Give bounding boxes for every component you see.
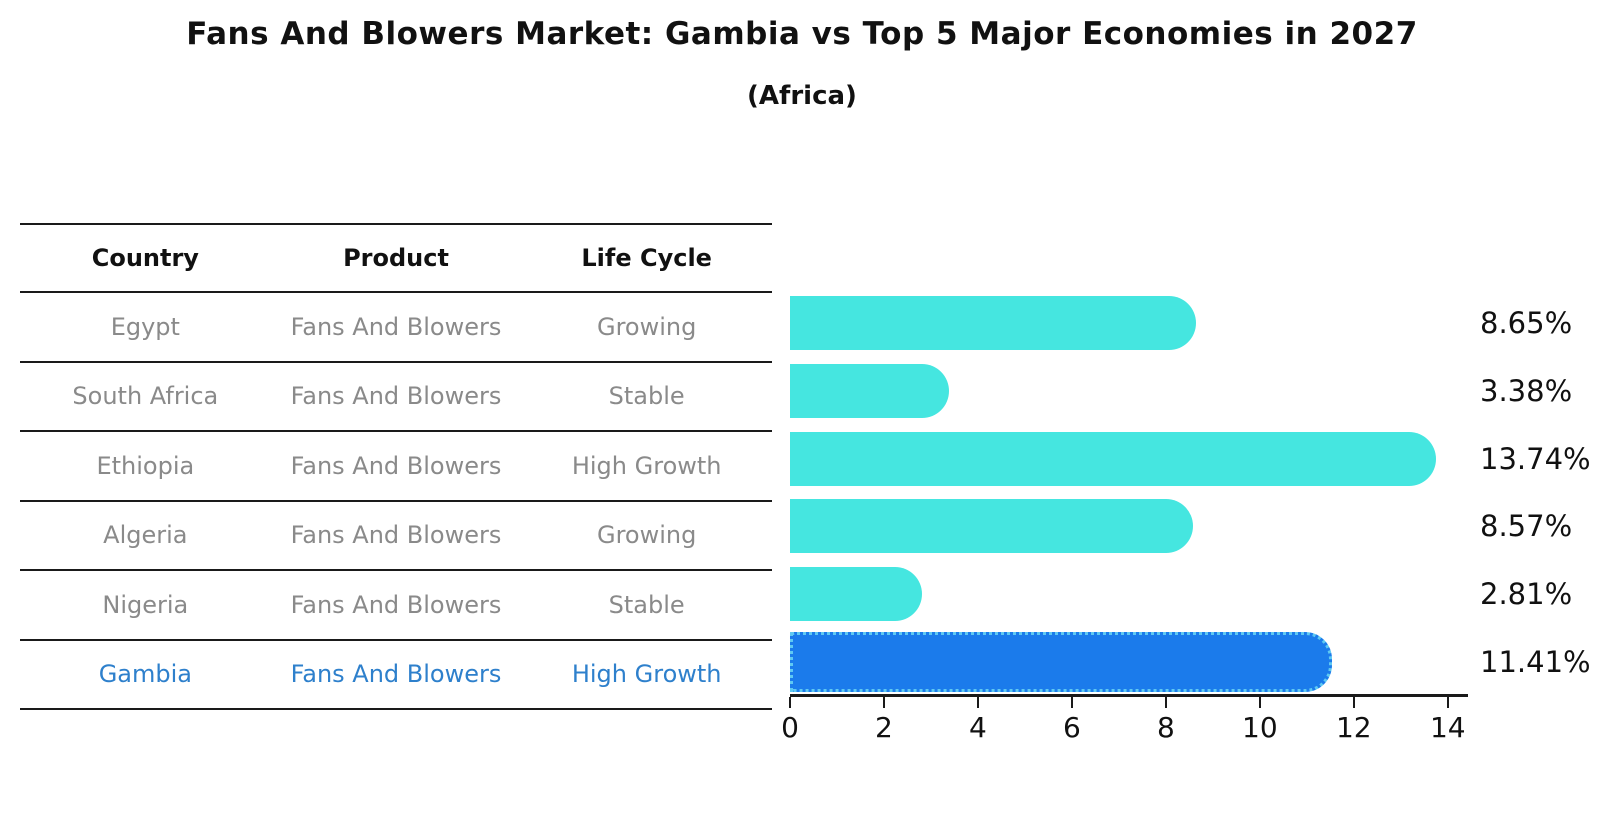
product-cell: Fans And Blowers — [290, 590, 502, 619]
x-axis-tick — [789, 697, 791, 708]
life-cycle-cell: High Growth — [571, 660, 722, 689]
bar-nigeria — [790, 567, 923, 622]
country-cell: Gambia — [98, 660, 192, 689]
bar-row: 13.74% — [790, 425, 1591, 493]
product-cell: Fans And Blowers — [290, 312, 502, 341]
product-cell: Fans And Blowers — [290, 660, 502, 689]
x-axis-tick-label: 12 — [1335, 711, 1372, 744]
product-cell: Fans And Blowers — [290, 451, 502, 480]
bar-egypt — [790, 295, 1197, 350]
bar-value-label: 13.74% — [1480, 441, 1591, 476]
life-cycle-cell: Stable — [608, 382, 685, 411]
x-axis-tick-label: 14 — [1429, 711, 1466, 744]
bar-value-label: 11.41% — [1480, 645, 1591, 680]
x-axis-tick-label: 4 — [969, 711, 987, 744]
bar-algeria — [790, 499, 1193, 554]
x-axis-tick-label: 0 — [781, 711, 799, 744]
bar-ethiopia — [790, 431, 1436, 486]
table-row-gambia: Gambia Fans And Blowers High Growth — [20, 638, 772, 709]
x-axis: 0 2 4 6 8 10 12 14 — [781, 694, 1468, 757]
x-axis-tick — [1352, 697, 1355, 708]
comparison-table: Country Product Life Cycle Egypt Fans An… — [20, 223, 772, 710]
life-cycle-cell: High Growth — [571, 451, 722, 480]
bar-row: 8.65% — [790, 289, 1572, 357]
bar-value-label: 3.38% — [1480, 373, 1573, 408]
bar-row: 2.81% — [790, 560, 1572, 628]
country-cell: Ethiopia — [96, 451, 195, 480]
country-cell: Algeria — [103, 521, 188, 550]
bar-value-label: 8.65% — [1480, 305, 1573, 340]
bar-south-africa — [790, 363, 949, 418]
table-row-egypt: Egypt Fans And Blowers Growing — [20, 291, 772, 361]
country-cell: Nigeria — [102, 590, 189, 619]
life-cycle-cell: Growing — [596, 312, 697, 341]
bar-row: 3.38% — [790, 357, 1572, 425]
table-row-nigeria: Nigeria Fans And Blowers Stable — [20, 569, 772, 639]
bar-row: 11.41% — [790, 628, 1591, 696]
header-life-cycle: Life Cycle — [581, 244, 712, 272]
table-row-algeria: Algeria Fans And Blowers Growing — [20, 499, 772, 570]
header-country: Country — [91, 244, 199, 272]
x-axis-tick — [882, 697, 885, 708]
life-cycle-cell: Growing — [596, 521, 697, 550]
x-axis-tick-label: 10 — [1242, 711, 1278, 744]
header-product: Product — [343, 244, 449, 272]
x-axis-tick-label: 2 — [875, 711, 893, 744]
product-cell: Fans And Blowers — [290, 521, 502, 550]
bar-row: 8.57% — [790, 492, 1572, 560]
life-cycle-cell: Stable — [608, 590, 685, 619]
bar-value-label: 8.57% — [1480, 509, 1573, 544]
x-axis-tick-label: 6 — [1062, 711, 1081, 744]
product-cell: Fans And Blowers — [290, 382, 502, 411]
x-axis-tick — [976, 697, 979, 708]
bar-chart: 8.65% 3.38% 13.74% 8.57% 2.81% 11.41% — [790, 289, 1591, 696]
x-axis-tick — [1258, 697, 1261, 708]
chart-subtitle: (Africa) — [747, 81, 857, 111]
table-row-south-africa: South Africa Fans And Blowers Stable — [20, 360, 772, 431]
bar-gambia — [790, 632, 1333, 693]
chart-title: Fans And Blowers Market: Gambia vs Top 5… — [186, 16, 1418, 52]
country-cell: Egypt — [110, 312, 180, 341]
x-axis-tick-label: 8 — [1156, 711, 1175, 744]
x-axis-tick — [1446, 697, 1449, 708]
bar-value-label: 2.81% — [1480, 577, 1573, 612]
country-cell: South Africa — [72, 382, 219, 411]
table-header-row: Country Product Life Cycle — [20, 223, 772, 291]
table-row-ethiopia: Ethiopia Fans And Blowers High Growth — [20, 430, 772, 500]
x-axis-tick — [1070, 697, 1073, 708]
x-axis-tick — [1164, 697, 1167, 708]
